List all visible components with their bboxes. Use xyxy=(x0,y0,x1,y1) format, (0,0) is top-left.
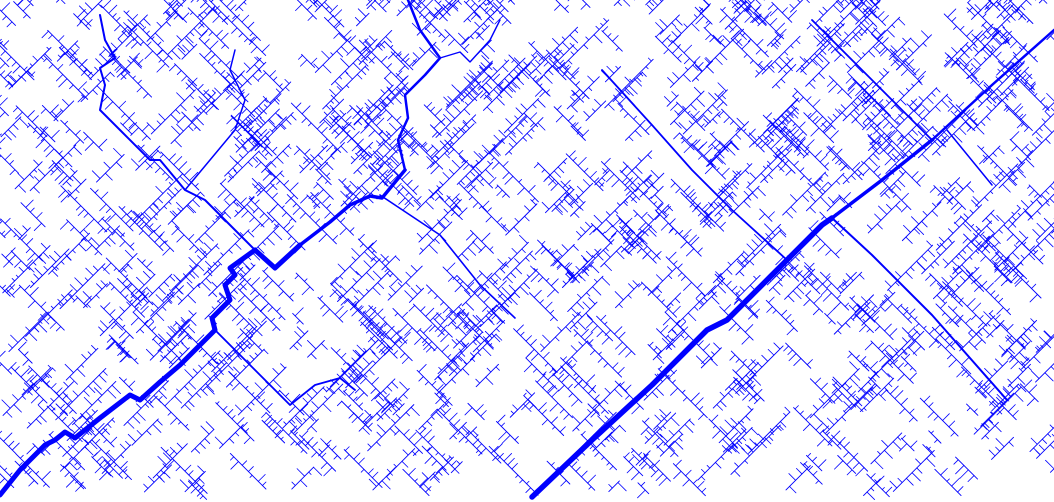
page: (() => { JSON.parse(document.getElementB… xyxy=(0,0,1054,502)
river-networks xyxy=(0,0,1054,502)
background xyxy=(0,0,1054,502)
